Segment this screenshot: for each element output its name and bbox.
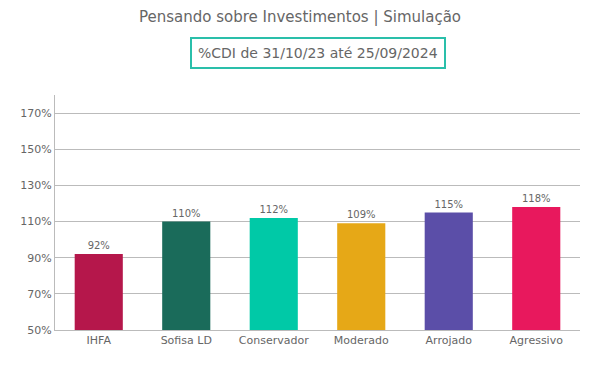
svg-text:109%: 109%: [347, 209, 376, 220]
svg-text:130%: 130%: [20, 179, 51, 192]
svg-text:110%: 110%: [172, 208, 201, 219]
svg-text:Moderado: Moderado: [334, 334, 389, 347]
svg-text:%CDI de 31/10/23 até 25/09/202: %CDI de 31/10/23 até 25/09/2024: [198, 45, 438, 61]
svg-text:Conservador: Conservador: [239, 334, 309, 347]
svg-text:150%: 150%: [20, 143, 51, 156]
svg-text:Pensando sobre Investimentos |: Pensando sobre Investimentos | Simulação: [139, 8, 461, 26]
svg-text:70%: 70%: [27, 288, 51, 301]
svg-text:112%: 112%: [259, 204, 288, 215]
svg-text:170%: 170%: [20, 107, 51, 120]
svg-text:92%: 92%: [88, 240, 110, 251]
svg-text:Agressivo: Agressivo: [510, 334, 564, 347]
svg-text:IHFA: IHFA: [87, 334, 112, 347]
svg-text:Arrojado: Arrojado: [426, 334, 473, 347]
svg-text:Sofisa LD: Sofisa LD: [161, 334, 212, 347]
svg-text:115%: 115%: [434, 199, 463, 210]
svg-text:110%: 110%: [20, 215, 51, 228]
svg-text:90%: 90%: [27, 252, 51, 265]
svg-text:118%: 118%: [522, 193, 551, 204]
svg-text:50%: 50%: [27, 324, 51, 337]
